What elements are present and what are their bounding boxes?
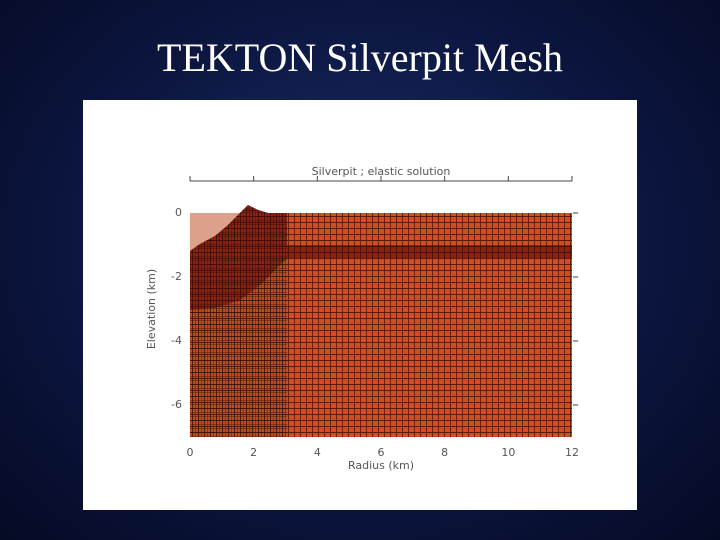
y-tick-label: -6	[171, 398, 182, 411]
slide-title: TEKTON Silverpit Mesh	[157, 35, 563, 80]
y-tick-label: 0	[175, 206, 182, 219]
x-axis-label: Radius (km)	[348, 459, 414, 472]
x-tick-label: 10	[501, 446, 515, 459]
mesh-fine	[190, 205, 287, 437]
x-tick-label: 8	[441, 446, 448, 459]
y-tick-label: -4	[171, 334, 182, 347]
chart: Silverpit ; elastic solution Radius (km)…	[83, 100, 637, 510]
x-tick-label: 2	[250, 446, 257, 459]
x-tick-label: 12	[565, 446, 579, 459]
y-axis-label: Elevation (km)	[145, 269, 158, 349]
x-tick-label: 0	[187, 446, 194, 459]
x-tick-label: 4	[314, 446, 321, 459]
y-tick-label: -2	[171, 270, 182, 283]
x-tick-label: 6	[378, 446, 385, 459]
chart-title: Silverpit ; elastic solution	[312, 165, 451, 178]
